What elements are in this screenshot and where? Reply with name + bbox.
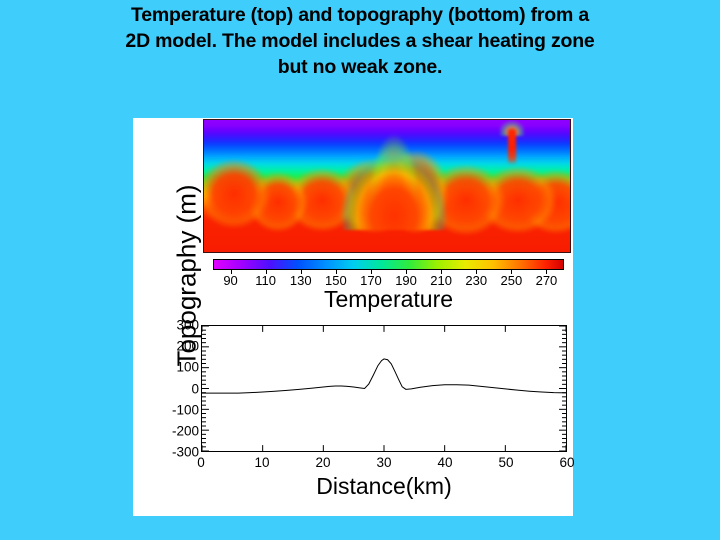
topography-x-tick-label: 60 xyxy=(559,455,575,470)
colorbar-tick-label: 130 xyxy=(289,273,312,288)
colorbar-tick-label: 190 xyxy=(395,273,417,288)
topography-y-tick-label: -200 xyxy=(171,423,199,439)
colorbar-tick-label: 170 xyxy=(360,273,382,288)
topography-y-tick-label: -300 xyxy=(171,444,199,460)
colorbar-tick xyxy=(476,270,478,274)
topography-x-axis-title: Distance(km) xyxy=(316,473,452,499)
colorbar-tick-marks xyxy=(213,270,564,275)
title-line-3: but no weak zone. xyxy=(277,56,443,78)
topography-x-tick-label: 0 xyxy=(197,455,205,470)
topography-x-tick-label: 10 xyxy=(254,455,270,470)
topography-x-tick-label: 40 xyxy=(437,455,453,470)
colorbar-tick xyxy=(511,270,513,274)
temperature-field-smoothing xyxy=(204,120,570,252)
colorbar-gradient xyxy=(214,260,563,269)
topography-y-tick-label: 200 xyxy=(176,338,199,354)
topography-x-tick-label: 50 xyxy=(498,455,514,470)
figure-panel: 90 110 130 150 170 190 210 230 250 270 Temperatur… xyxy=(133,118,575,516)
colorbar-tick-label: 270 xyxy=(535,273,558,288)
topography-y-tick-label: -100 xyxy=(171,402,199,418)
topography-x-tick-label: 30 xyxy=(376,455,392,470)
topography-y-tick-label: 100 xyxy=(176,359,199,375)
colorbar-tick-label: 250 xyxy=(500,273,523,288)
colorbar-tick xyxy=(335,270,337,274)
colorbar-tick-labels: 90 110 130 150 170 190 210 230 250 270 xyxy=(213,273,564,289)
colorbar-tick xyxy=(300,270,302,274)
colorbar-tick-label: 110 xyxy=(255,273,277,288)
colorbar-tick-label: 210 xyxy=(430,273,452,288)
topography-y-tick-labels: 300 200 100 0 -100 -200 -300 xyxy=(145,317,199,460)
topography-x-tick-labels: 0 10 20 30 40 50 60 xyxy=(197,455,574,473)
colorbar-tick xyxy=(230,270,232,274)
colorbar-tick-label: 230 xyxy=(465,273,488,288)
colorbar-axis-title: Temperature xyxy=(323,286,454,312)
temperature-field-heatmap xyxy=(203,119,571,253)
topography-curve xyxy=(202,359,566,393)
colorbar-tick xyxy=(546,270,548,274)
colorbar-tick xyxy=(370,270,372,274)
title-line-2: 2D model. The model includes a shear hea… xyxy=(125,30,595,52)
topography-plot-svg xyxy=(202,326,566,451)
temperature-colorbar xyxy=(213,259,564,270)
topography-plot xyxy=(201,325,567,452)
colorbar-tick xyxy=(265,270,267,274)
colorbar-tick-label: 150 xyxy=(324,273,347,288)
colorbar-tick-label: 90 xyxy=(223,273,238,288)
topography-y-tick-label: 300 xyxy=(176,317,199,333)
page-title: Temperature (top) and topography (bottom… xyxy=(34,2,686,80)
topography-y-tick-label: 0 xyxy=(191,381,199,396)
colorbar-tick xyxy=(441,270,443,274)
topography-x-tick-label: 20 xyxy=(315,455,331,470)
title-line-1: Temperature (top) and topography (bottom… xyxy=(130,4,590,26)
colorbar-tick xyxy=(406,270,408,274)
